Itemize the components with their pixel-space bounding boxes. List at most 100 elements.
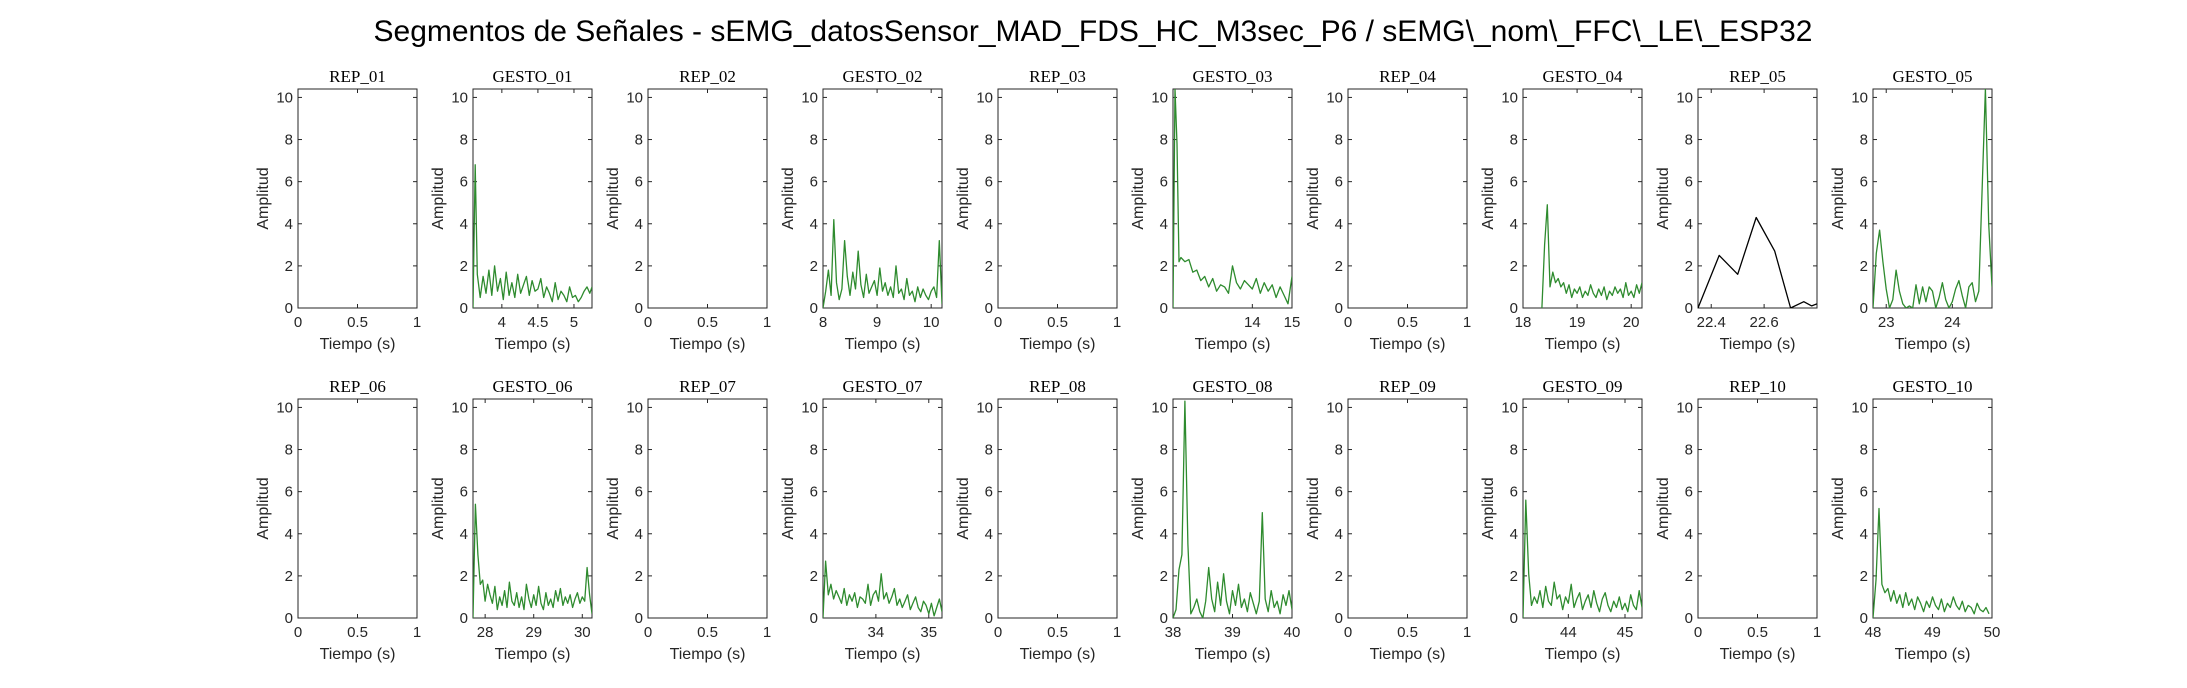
y-tick-label: 0 <box>285 300 293 317</box>
y-tick-label: 6 <box>1685 174 1693 191</box>
x-tick-label: 0 <box>644 314 652 331</box>
subplot-title: GESTO_08 <box>1193 377 1273 396</box>
y-axis-label: Amplitud <box>1305 477 1322 539</box>
axes-box <box>1522 398 1643 619</box>
y-tick-label: 4 <box>810 526 818 543</box>
y-axis-label: Amplitud <box>780 167 797 229</box>
axes-box <box>1347 398 1468 619</box>
x-tick-label: 30 <box>574 624 591 641</box>
y-tick-label: 8 <box>985 442 993 459</box>
y-tick-label: 6 <box>1860 174 1868 191</box>
axes-box <box>472 398 593 619</box>
subplot-gesto-09: 0 2 4 6 8 10 44 45 GESTO_09 Tiempo (s) Amplitud <box>1480 377 1643 663</box>
axes-box <box>822 88 943 309</box>
y-tick-label: 4 <box>285 216 293 233</box>
y-axis-label: Amplitud <box>430 167 447 229</box>
subplot-gesto-07: 0 2 4 6 8 10 34 35 GESTO_07 Tiempo (s) Amplitud <box>780 377 943 663</box>
y-axis-label: Amplitud <box>955 167 972 229</box>
x-tick-label: 0 <box>1344 624 1352 641</box>
y-tick-label: 4 <box>1510 216 1518 233</box>
x-tick-label: 50 <box>1984 624 2001 641</box>
y-tick-label: 4 <box>285 526 293 543</box>
y-tick-label: 6 <box>810 174 818 191</box>
x-axis-label: Tiempo (s) <box>1370 336 1446 353</box>
x-tick-label: 1 <box>1113 624 1121 641</box>
y-tick-label: 0 <box>1860 300 1868 317</box>
signal-line-0 <box>1873 89 1992 308</box>
x-tick-label: 22.4 <box>1697 314 1726 331</box>
y-tick-label: 4 <box>1335 216 1343 233</box>
y-tick-label: 2 <box>1510 568 1518 585</box>
y-tick-label: 2 <box>635 568 643 585</box>
x-tick-label: 22.6 <box>1750 314 1779 331</box>
y-tick-label: 4 <box>1510 526 1518 543</box>
y-tick-label: 4 <box>635 216 643 233</box>
y-tick-label: 8 <box>810 132 818 149</box>
signal-line-0 <box>1873 507 1990 618</box>
y-tick-label: 2 <box>1860 568 1868 585</box>
x-axis-label: Tiempo (s) <box>1895 646 1971 663</box>
x-axis-label: Tiempo (s) <box>1195 336 1271 353</box>
y-tick-label: 8 <box>1685 442 1693 459</box>
y-tick-label: 2 <box>810 568 818 585</box>
subplot-gesto-04: 0 2 4 6 8 10 18 19 20 GESTO_04 Tiempo (s) Amplitud <box>1480 67 1643 353</box>
y-tick-label: 10 <box>451 399 468 416</box>
y-tick-label: 8 <box>635 132 643 149</box>
y-tick-label: 10 <box>626 399 643 416</box>
y-tick-label: 8 <box>285 442 293 459</box>
y-axis-label: Amplitud <box>430 477 447 539</box>
subplot-title: GESTO_09 <box>1543 377 1623 396</box>
x-axis-label: Tiempo (s) <box>670 646 746 663</box>
subplot-title: REP_07 <box>679 377 736 396</box>
y-axis-label: Amplitud <box>1130 477 1147 539</box>
x-tick-label: 45 <box>1617 624 1634 641</box>
x-tick-label: 19 <box>1569 314 1586 331</box>
y-tick-label: 10 <box>1851 399 1868 416</box>
x-tick-label: 34 <box>868 624 885 641</box>
y-tick-label: 4 <box>985 526 993 543</box>
subplot-rep-06: 0 2 4 6 8 10 0 0.5 1 REP_06 Tiempo (s) Amplitud <box>255 377 421 663</box>
y-tick-label: 0 <box>810 610 818 627</box>
y-tick-label: 6 <box>285 484 293 501</box>
y-tick-label: 8 <box>1685 132 1693 149</box>
y-tick-label: 4 <box>460 216 468 233</box>
x-tick-label: 0.5 <box>1047 314 1068 331</box>
y-tick-label: 6 <box>1510 174 1518 191</box>
x-tick-label: 15 <box>1284 314 1301 331</box>
subplot-title: GESTO_04 <box>1543 67 1623 86</box>
subplot-rep-08: 0 2 4 6 8 10 0 0.5 1 REP_08 Tiempo (s) Amplitud <box>955 377 1121 663</box>
x-tick-label: 35 <box>920 624 937 641</box>
y-tick-label: 0 <box>1160 610 1168 627</box>
y-tick-label: 0 <box>635 610 643 627</box>
x-tick-label: 1 <box>413 314 421 331</box>
subplot-title: REP_02 <box>679 67 736 86</box>
x-tick-label: 9 <box>873 314 881 331</box>
signal-line-0 <box>473 164 592 308</box>
x-tick-label: 0.5 <box>697 624 718 641</box>
subplot-title: REP_03 <box>1029 67 1086 86</box>
y-axis-label: Amplitud <box>255 477 272 539</box>
signal-line-0 <box>1173 89 1292 308</box>
y-tick-label: 8 <box>1335 442 1343 459</box>
x-tick-label: 0 <box>994 314 1002 331</box>
x-tick-label: 1 <box>413 624 421 641</box>
x-axis-label: Tiempo (s) <box>845 336 921 353</box>
y-tick-label: 4 <box>1685 216 1693 233</box>
y-tick-label: 2 <box>985 258 993 275</box>
x-axis-label: Tiempo (s) <box>1545 646 1621 663</box>
y-tick-label: 6 <box>460 174 468 191</box>
y-tick-label: 10 <box>1326 399 1343 416</box>
x-tick-label: 1 <box>1813 624 1821 641</box>
y-tick-label: 8 <box>460 442 468 459</box>
y-tick-label: 0 <box>635 300 643 317</box>
y-tick-label: 0 <box>810 300 818 317</box>
y-tick-label: 6 <box>1160 174 1168 191</box>
x-tick-label: 44 <box>1560 624 1577 641</box>
x-tick-label: 0.5 <box>347 624 368 641</box>
subplot-rep-03: 0 2 4 6 8 10 0 0.5 1 REP_03 Tiempo (s) Amplitud <box>955 67 1121 353</box>
y-tick-label: 10 <box>801 399 818 416</box>
subplot-rep-09: 0 2 4 6 8 10 0 0.5 1 REP_09 Tiempo (s) Amplitud <box>1305 377 1471 663</box>
y-tick-label: 2 <box>810 258 818 275</box>
x-tick-label: 48 <box>1865 624 1882 641</box>
x-tick-label: 18 <box>1515 314 1532 331</box>
